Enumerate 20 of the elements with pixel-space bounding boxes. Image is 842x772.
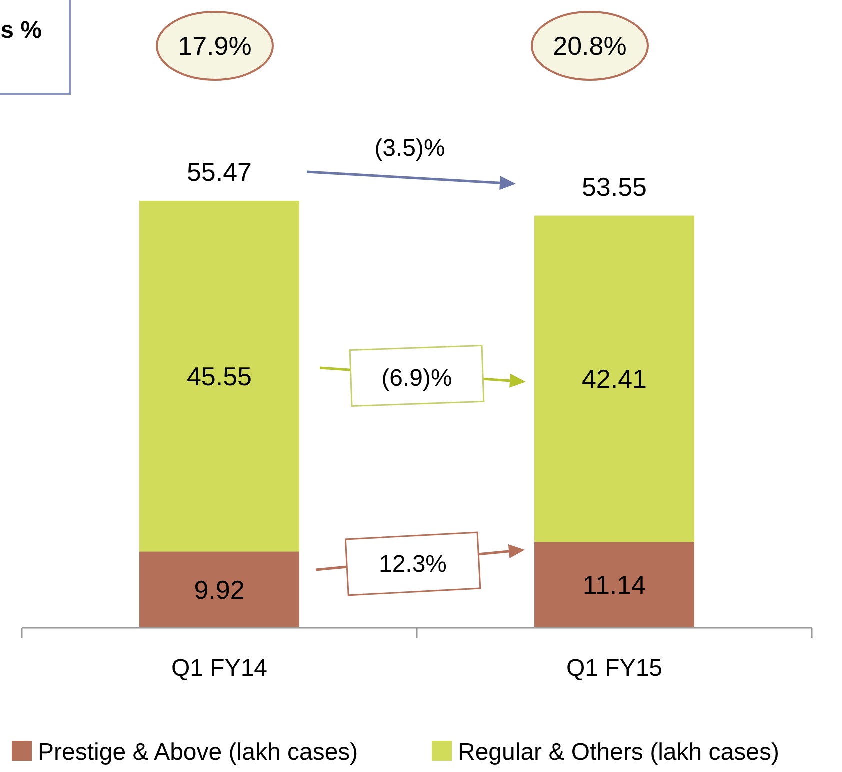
legend-label: Prestige & Above (lakh cases) [38,739,358,766]
text: (3.5)% [374,135,446,162]
data-label: 42.41 [582,364,648,394]
x-tick-label: Q1 FY14 [171,655,268,682]
bar [534,216,694,542]
total-label: 55.47 [186,157,252,187]
bar [140,552,300,628]
total-label: 53.55 [582,172,648,202]
data-label: 9.92 [194,574,245,605]
bar [140,201,300,552]
x-tick-label: Q1 FY15 [566,655,663,682]
text: s % [0,17,42,44]
data-label: 45.55 [186,361,252,392]
annotation: (6.9)% [382,365,452,392]
legend-label: Regular & Others (lakh cases) [458,739,780,766]
text: 20.8% [553,31,627,61]
bar [534,542,694,628]
annotation: 12.3% [378,551,448,578]
data-label: 11.14 [582,570,646,600]
text: 17.9% [178,31,252,61]
